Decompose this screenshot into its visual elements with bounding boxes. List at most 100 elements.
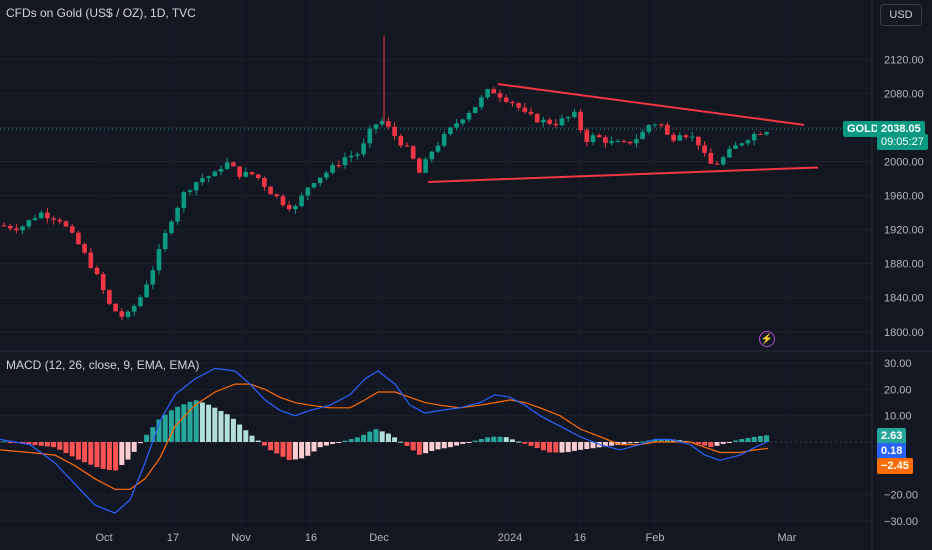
histogram-bar <box>441 442 447 449</box>
candle-body <box>262 177 267 187</box>
histogram-bar <box>590 442 596 449</box>
histogram-bar <box>249 435 255 442</box>
candle-body <box>94 267 100 275</box>
macd-signal-badge: −2.45 <box>877 458 913 474</box>
candle-body <box>720 157 726 165</box>
histogram-bar <box>565 442 571 452</box>
candle-body <box>733 145 738 149</box>
histogram-bar <box>503 437 509 442</box>
histogram-bar <box>100 442 106 469</box>
histogram-bar <box>385 433 391 442</box>
candle-body <box>485 89 490 98</box>
histogram-bar <box>416 442 422 455</box>
candle-body <box>69 226 75 233</box>
candle-body <box>88 252 94 268</box>
histogram-bar <box>720 442 726 444</box>
macd-histogram <box>1 400 770 471</box>
price-tick-label: 2000.00 <box>884 157 924 169</box>
candle-body <box>249 172 255 175</box>
histogram-bar <box>218 410 224 442</box>
candle-body <box>677 135 683 141</box>
candle-body <box>417 158 422 173</box>
histogram-bar <box>447 442 453 448</box>
candle-body <box>522 107 528 112</box>
candle-body <box>454 123 459 128</box>
histogram-bar <box>652 439 658 442</box>
histogram-bar <box>509 439 515 442</box>
histogram-bar <box>119 442 125 465</box>
histogram-bar <box>38 442 44 446</box>
candle-body <box>547 119 552 124</box>
histogram-bar <box>57 442 63 450</box>
upper-trendline <box>497 83 805 126</box>
histogram-bar <box>516 441 522 443</box>
candle-body <box>342 157 348 166</box>
lightning-icon[interactable]: ⚡ <box>759 331 775 347</box>
histogram-bar <box>280 442 286 457</box>
time-tick-label: Nov <box>231 532 251 544</box>
candle-body <box>435 145 441 152</box>
time-tick-label: Dec <box>369 532 389 544</box>
histogram-bar <box>63 442 69 454</box>
histogram-bar <box>88 442 94 465</box>
histogram-bar <box>137 442 143 444</box>
histogram-bar <box>578 442 584 450</box>
candle-body <box>107 290 112 304</box>
histogram-bar <box>745 437 751 442</box>
histogram-bar <box>311 442 317 452</box>
candle-body <box>714 163 720 165</box>
price-axis: 2120.002080.002040.002000.001960.001920.… <box>884 54 924 528</box>
histogram-bar <box>739 439 745 442</box>
candle-body <box>584 130 590 143</box>
histogram-bar <box>429 442 435 452</box>
candle-body <box>187 190 193 193</box>
macd-tick-label: −30.00 <box>884 516 918 528</box>
histogram-bar <box>658 439 664 442</box>
candle-body <box>386 121 391 127</box>
candle-body <box>646 124 652 132</box>
histogram-bar <box>131 442 137 452</box>
candle-body <box>627 141 633 144</box>
candle-body <box>218 168 224 172</box>
candle-body <box>317 177 323 184</box>
price-tick-label: 2080.00 <box>884 88 924 100</box>
histogram-bar <box>423 442 429 454</box>
candle-body <box>541 119 546 123</box>
histogram-bar <box>733 440 739 442</box>
currency-button[interactable]: USD <box>880 4 922 26</box>
price-tick-label: 1960.00 <box>884 191 924 203</box>
candle-body <box>76 232 81 245</box>
candle-body <box>193 182 199 191</box>
macd-line <box>0 367 769 514</box>
candle-body <box>138 297 143 306</box>
histogram-bar <box>410 442 416 451</box>
candle-body <box>20 226 25 231</box>
candle-body <box>212 171 218 177</box>
candle-body <box>466 112 472 120</box>
candle-body <box>119 311 125 317</box>
candle-body <box>1 225 7 227</box>
histogram-bar <box>702 442 708 446</box>
candle-body <box>603 137 608 144</box>
candle-body <box>311 183 317 188</box>
price-tick-label: 1920.00 <box>884 225 924 237</box>
histogram-bar <box>633 442 639 443</box>
candle-body <box>181 192 187 208</box>
histogram-bar <box>398 441 404 443</box>
candle-body <box>683 135 689 138</box>
histogram-bar <box>348 439 354 442</box>
histogram-bar <box>268 442 274 451</box>
candle-body <box>305 187 311 196</box>
candle-body <box>441 134 447 146</box>
histogram-bar <box>404 442 410 447</box>
histogram-bar <box>472 440 478 442</box>
candle-body <box>330 165 335 173</box>
histogram-bar <box>379 431 385 442</box>
signal-line <box>0 383 769 490</box>
histogram-bar <box>212 407 218 442</box>
candle-body <box>63 221 69 227</box>
histogram-bar <box>187 401 193 442</box>
histogram-bar <box>664 439 670 442</box>
macd-tick-label: 30.00 <box>884 358 912 370</box>
time-axis: Oct 17 Nov 16 Dec 2024 16 Feb Mar <box>95 532 796 544</box>
